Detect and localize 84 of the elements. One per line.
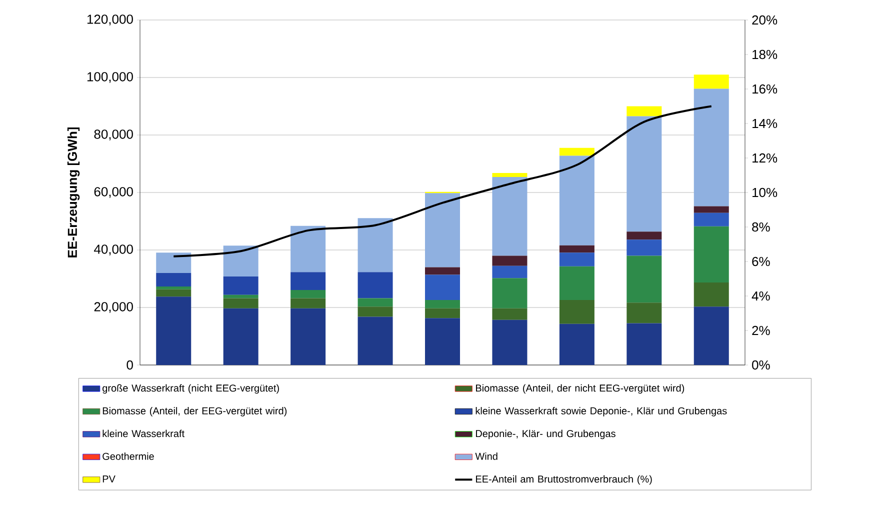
bar bbox=[559, 266, 594, 300]
bar bbox=[626, 232, 662, 240]
bar bbox=[492, 256, 528, 266]
y2-tick-label: 0% bbox=[752, 360, 770, 370]
bar bbox=[425, 274, 460, 300]
bar bbox=[694, 74, 729, 89]
y2-tick-label: 8% bbox=[752, 222, 770, 232]
bar bbox=[290, 290, 326, 298]
bar bbox=[223, 276, 258, 295]
y-tick-label: 120,000 bbox=[87, 14, 133, 26]
legend-label: Deponie-, Klär- und Grubengas bbox=[476, 430, 616, 440]
bar bbox=[626, 323, 662, 365]
bar bbox=[290, 226, 326, 272]
bar bbox=[425, 193, 460, 268]
bar bbox=[626, 116, 662, 232]
bar bbox=[559, 156, 594, 246]
bar bbox=[290, 272, 326, 290]
bar bbox=[156, 286, 192, 290]
y2-tick-label: 4% bbox=[752, 291, 770, 301]
bar bbox=[559, 245, 594, 253]
bar bbox=[223, 298, 258, 308]
bar bbox=[492, 176, 528, 256]
bar bbox=[425, 318, 460, 365]
bar bbox=[425, 308, 460, 318]
y2-tick-label: 14% bbox=[752, 118, 778, 128]
y2-tick-label: 16% bbox=[752, 84, 778, 94]
legend-label: Geothermie bbox=[102, 452, 154, 460]
y-tick-label: 100,000 bbox=[87, 72, 133, 83]
y2-tick-label: 2% bbox=[752, 326, 770, 336]
bar bbox=[358, 306, 393, 317]
bar bbox=[223, 294, 258, 298]
legend-label: Wind bbox=[475, 452, 498, 460]
bar bbox=[358, 298, 393, 307]
bar bbox=[559, 300, 594, 324]
bar bbox=[694, 206, 729, 213]
y2-tick-label: 20% bbox=[752, 15, 778, 25]
bar bbox=[290, 308, 326, 365]
bar bbox=[156, 273, 192, 287]
bar bbox=[559, 252, 594, 266]
bar bbox=[492, 278, 528, 308]
bar bbox=[358, 218, 393, 272]
bar bbox=[492, 308, 528, 320]
bar bbox=[626, 302, 662, 324]
y-tick-label: 40,000 bbox=[94, 244, 133, 256]
legend-label: PV bbox=[102, 475, 116, 482]
bar bbox=[156, 289, 192, 297]
legend-label: Biomasse (Anteil, der EEG-vergütet wird) bbox=[102, 407, 287, 416]
y2-tick-label: 18% bbox=[752, 50, 778, 60]
bar bbox=[694, 88, 729, 206]
y-tick-label: 20,000 bbox=[94, 302, 133, 313]
bar bbox=[626, 240, 662, 256]
bar bbox=[626, 256, 662, 303]
legend-label: Biomasse (Anteil, der nicht EEG-vergütet wird) bbox=[476, 384, 684, 394]
bar bbox=[425, 300, 460, 308]
bar bbox=[358, 272, 393, 298]
bar bbox=[694, 212, 729, 226]
bar bbox=[425, 267, 460, 275]
bar bbox=[694, 306, 729, 365]
bar bbox=[358, 316, 393, 365]
legend-label: große Wasserkraft (nicht EEG-vergütet) bbox=[102, 384, 279, 394]
legend-label: EE-Anteil am Bruttostromverbrauch (%) bbox=[476, 475, 652, 485]
bar bbox=[156, 296, 192, 365]
bar bbox=[694, 282, 729, 307]
bar bbox=[492, 172, 528, 177]
y2-tick-label: 10% bbox=[752, 188, 778, 198]
bar bbox=[223, 246, 258, 276]
bar bbox=[492, 266, 528, 278]
bar bbox=[694, 226, 729, 282]
y-tick-label: 0 bbox=[126, 360, 133, 370]
bar bbox=[290, 298, 326, 308]
bar bbox=[559, 324, 594, 365]
bar bbox=[156, 252, 192, 273]
y2-tick-label: 6% bbox=[752, 256, 770, 266]
y-tick-label: 80,000 bbox=[94, 130, 133, 140]
line-series bbox=[172, 105, 712, 258]
bar bbox=[223, 308, 258, 365]
y2-tick-label: 12% bbox=[752, 153, 778, 163]
legend-label: kleine Wasserkraft bbox=[102, 430, 184, 438]
bar bbox=[559, 148, 594, 156]
bar bbox=[492, 320, 528, 365]
y-axis-title: EE-Erzeugung [GWh] bbox=[67, 128, 80, 258]
y-tick-label: 60,000 bbox=[94, 187, 133, 198]
legend-label: kleine Wasserkraft sowie Deponie-, Klär und Grubengas bbox=[476, 407, 727, 416]
bar bbox=[626, 106, 662, 116]
